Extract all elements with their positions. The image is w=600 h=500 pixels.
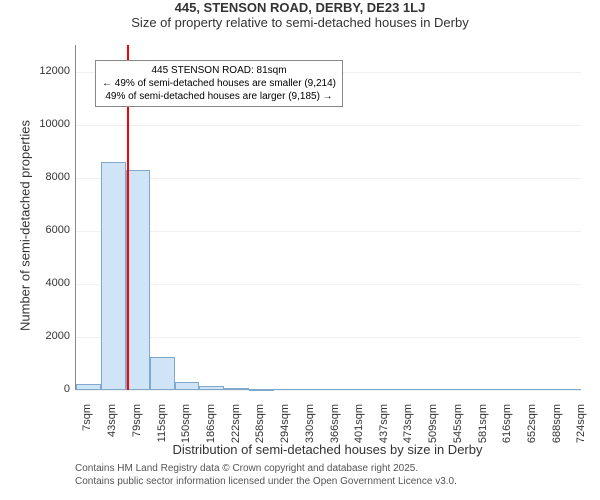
xtick-label: 222sqm <box>230 404 242 444</box>
xtick-label: 79sqm <box>131 404 143 444</box>
xtick-label: 294sqm <box>279 404 291 444</box>
xtick-label: 115sqm <box>156 404 168 444</box>
histogram-bar <box>126 170 151 390</box>
xtick-label: 43sqm <box>106 404 118 444</box>
xtick-label: 616sqm <box>501 404 513 444</box>
x-axis-label: Distribution of semi-detached houses by … <box>75 442 580 457</box>
xtick-label: 186sqm <box>205 404 217 444</box>
xtick-label: 7sqm <box>81 404 93 444</box>
histogram-bar <box>76 384 101 390</box>
xtick-label: 545sqm <box>452 404 464 444</box>
info-line-1: 445 STENSON ROAD: 81sqm <box>102 64 336 77</box>
info-line-2: ← 49% of semi-detached houses are smalle… <box>102 77 336 90</box>
gridline <box>76 337 581 338</box>
chart-title: 445, STENSON ROAD, DERBY, DE23 1LJ <box>0 0 600 15</box>
gridline <box>76 390 581 391</box>
xtick-label: 366sqm <box>329 404 341 444</box>
xtick-label: 330sqm <box>304 404 316 444</box>
gridline <box>76 231 581 232</box>
trailing-line <box>249 389 581 390</box>
xtick-label: 509sqm <box>427 404 439 444</box>
footer-line-2: Contains public sector information licen… <box>75 475 457 488</box>
gridline <box>76 284 581 285</box>
xtick-label: 437sqm <box>378 404 390 444</box>
xtick-label: 473sqm <box>402 404 414 444</box>
ytick-label: 6000 <box>30 224 70 236</box>
xtick-label: 688sqm <box>551 404 563 444</box>
ytick-label: 4000 <box>30 277 70 289</box>
xtick-label: 150sqm <box>180 404 192 444</box>
xtick-label: 652sqm <box>526 404 538 444</box>
histogram-chart: 445, STENSON ROAD, DERBY, DE23 1LJ Size … <box>0 0 600 500</box>
histogram-bar <box>199 386 224 390</box>
chart-subtitle: Size of property relative to semi-detach… <box>0 15 600 30</box>
xtick-label: 581sqm <box>477 404 489 444</box>
ytick-label: 8000 <box>30 171 70 183</box>
ytick-label: 2000 <box>30 330 70 342</box>
xtick-label: 401sqm <box>353 404 365 444</box>
gridline <box>76 178 581 179</box>
ytick-label: 10000 <box>30 118 70 130</box>
histogram-bar <box>150 357 175 390</box>
histogram-bar <box>101 162 126 390</box>
footer-attribution: Contains HM Land Registry data © Crown c… <box>75 462 457 488</box>
ytick-label: 12000 <box>30 65 70 77</box>
info-line-3: 49% of semi-detached houses are larger (… <box>102 90 336 103</box>
histogram-bar <box>224 388 249 390</box>
xtick-label: 724sqm <box>575 404 587 444</box>
xtick-label: 258sqm <box>254 404 266 444</box>
gridline <box>76 125 581 126</box>
ytick-label: 0 <box>30 383 70 395</box>
footer-line-1: Contains HM Land Registry data © Crown c… <box>75 462 457 475</box>
info-box: 445 STENSON ROAD: 81sqm ← 49% of semi-de… <box>95 60 343 107</box>
histogram-bar <box>175 382 200 390</box>
